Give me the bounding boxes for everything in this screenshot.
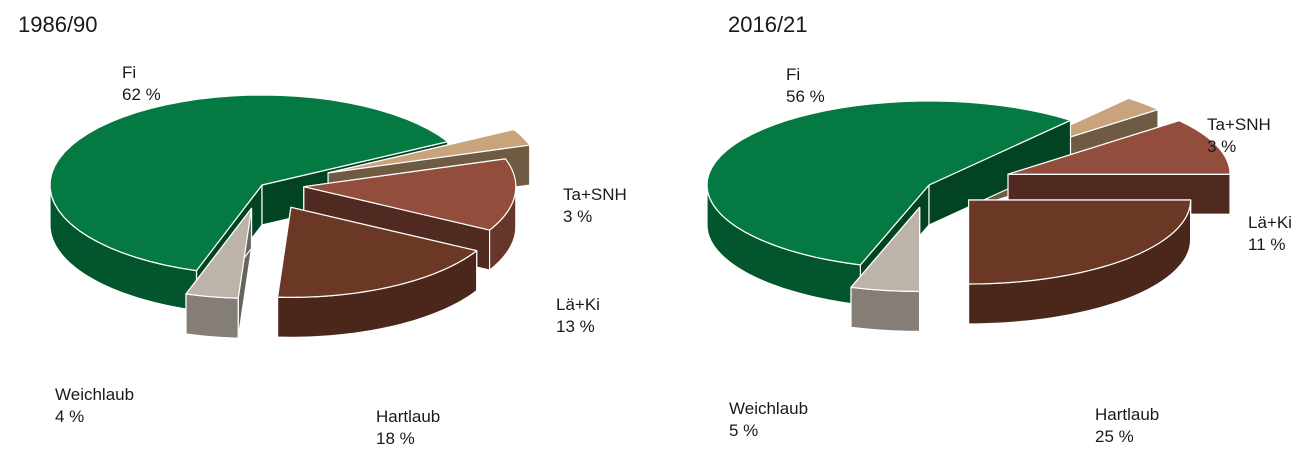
- slice-value-hartlaub: 18 %: [376, 429, 415, 448]
- slice-label-ta-snh: Ta+SNH: [563, 185, 627, 204]
- slice-outer-face: [850, 286, 921, 333]
- slice-top-face: [1007, 120, 1231, 175]
- pie-labels-2016-21: Fi 56 % Ta+SNH 3 % Lä+Ki 11 % Hartlaub 25 % Weic…: [729, 65, 1292, 446]
- slice-value-fi: 62 %: [122, 85, 161, 104]
- slice-label-hartlaub: Hartlaub: [376, 407, 440, 426]
- chart-title-1986-90: 1986/90: [18, 12, 98, 37]
- slice-top-face: [706, 100, 1072, 266]
- pie-chart-2016-21: 2016/21 Fi 56 % Ta+SNH 3 % Lä+Ki 11 % Hartlaub…: [706, 12, 1292, 446]
- slice-outer-face: [185, 293, 239, 339]
- pie-slice-hartlaub: [967, 199, 1192, 325]
- pie-slice-hartlaub: [276, 206, 478, 338]
- slice-label-hartlaub: Hartlaub: [1095, 405, 1159, 424]
- slice-label-weichlaub: Weichlaub: [55, 385, 134, 404]
- chart-title-2016-21: 2016/21: [728, 12, 808, 37]
- slice-value-ta-snh: 3 %: [563, 207, 592, 226]
- slice-top-face: [49, 94, 449, 272]
- slice-value-fi: 56 %: [786, 87, 825, 106]
- slice-label-fi: Fi: [122, 63, 136, 82]
- slice-value-ta-snh: 3 %: [1207, 137, 1236, 156]
- slice-top-face: [967, 199, 1192, 285]
- slice-label-ta-snh: Ta+SNH: [1207, 115, 1271, 134]
- slice-value-hartlaub: 25 %: [1095, 427, 1134, 446]
- slice-value-l-ki: 11 %: [1248, 235, 1286, 254]
- slice-top-face: [327, 128, 531, 174]
- slice-top-face: [276, 206, 478, 298]
- pie-labels-1986-90: Fi 62 % Ta+SNH 3 % Lä+Ki 13 % Hartlaub 18 % Weic…: [55, 63, 627, 448]
- pie-slice-fi: [706, 100, 1072, 306]
- pie-slice-weichlaub: [850, 206, 921, 333]
- pie-slices-2016-21: [706, 97, 1231, 333]
- slice-label-l-ki: Lä+Ki: [1248, 213, 1292, 232]
- slice-top-face: [185, 207, 253, 299]
- slice-top-face: [850, 206, 921, 293]
- slice-label-fi: Fi: [786, 65, 800, 84]
- pie-slices-1986-90: [49, 94, 531, 339]
- slice-label-weichlaub: Weichlaub: [729, 399, 808, 418]
- slice-top-face: [303, 158, 517, 231]
- slice-value-weichlaub: 5 %: [729, 421, 758, 440]
- slice-label-l-ki: Lä+Ki: [556, 295, 600, 314]
- pie-chart-1986-90: 1986/90 Fi 62 % Ta+SNH 3 % Lä+Ki 13 % Hartlaub…: [18, 12, 627, 448]
- pie-slice-weichlaub: [185, 207, 253, 339]
- slice-value-l-ki: 13 %: [556, 317, 595, 336]
- slice-value-weichlaub: 4 %: [55, 407, 84, 426]
